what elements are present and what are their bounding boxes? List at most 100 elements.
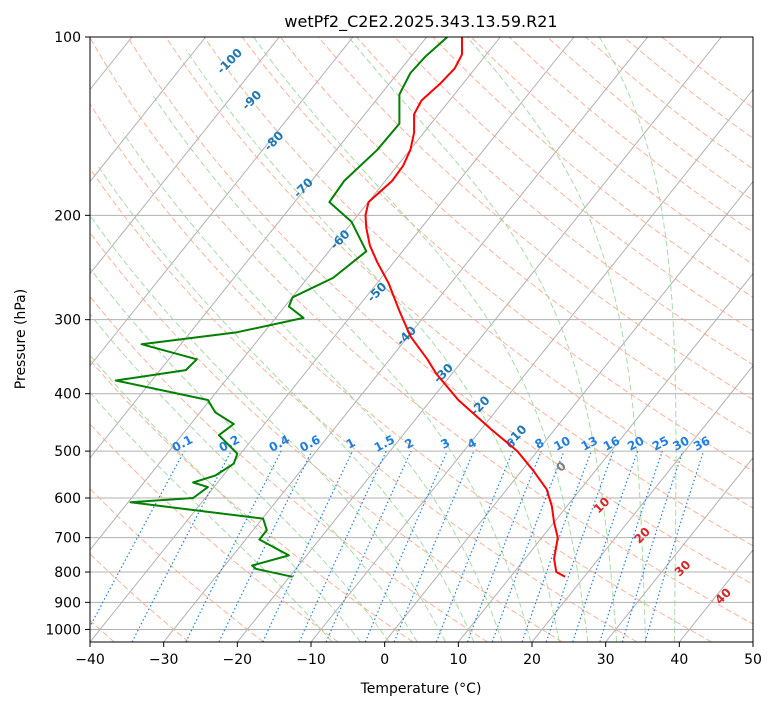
- dry-adiabat-line: [90, 553, 190, 642]
- isotherm-line: [0, 37, 58, 642]
- mixing-ratio-label: 20: [625, 433, 646, 453]
- mixing-ratio-label: 16: [601, 433, 622, 453]
- x-tick-label: 40: [670, 652, 688, 668]
- mixing-ratio-line: [572, 450, 639, 642]
- x-tick-label: −40: [75, 652, 105, 668]
- mixing-ratio-line: [393, 450, 475, 642]
- mixing-ratio-line: [325, 450, 412, 642]
- dewpoint-profile-line: [114, 37, 448, 578]
- plot-frame: [89, 36, 754, 643]
- dry-adiabat-line: [90, 487, 264, 642]
- background-lines-layer: [90, 37, 753, 642]
- mixing-ratio-label: 25: [650, 433, 671, 453]
- dry-adiabat-line: [203, 37, 753, 509]
- grid-layer: [0, 37, 753, 642]
- isotherm-line: [90, 37, 207, 183]
- dry-adiabat-line: [165, 37, 753, 547]
- mixing-ratio-line: [466, 450, 542, 642]
- isotherm-line: [90, 37, 280, 275]
- dry-adiabat-label: 40: [712, 585, 734, 607]
- x-tick-label: 20: [523, 652, 541, 668]
- isotherm-line: [90, 37, 501, 551]
- mixing-ratio-label: 2: [402, 435, 416, 451]
- isotherm-line: [163, 37, 649, 642]
- dry-adiabat-line: [90, 423, 339, 642]
- dry-adiabat-line: [318, 37, 753, 401]
- mixing-ratio-label: 10: [551, 433, 572, 453]
- y-axis-label: Pressure (hPa): [13, 289, 29, 389]
- moist-adiabat-line: [253, 37, 589, 642]
- mixing-ratio-label: 4: [465, 435, 479, 451]
- y-tick-label: 300: [54, 313, 81, 329]
- dry-adiabat-label: -70: [291, 175, 316, 200]
- dry-adiabat-line: [90, 37, 753, 625]
- moist-adiabat-line: [599, 37, 677, 642]
- x-tick-label: −10: [296, 652, 326, 668]
- isotherm-line: [310, 88, 753, 642]
- isotherm-line: [90, 37, 575, 642]
- dry-adiabat-line: [470, 37, 753, 266]
- mixing-ratio-label: 30: [670, 433, 691, 453]
- mixing-ratio-line: [364, 450, 448, 642]
- moist-adiabat-line: [348, 37, 618, 642]
- mixing-ratio-line: [185, 450, 282, 642]
- mixing-ratio-line: [644, 450, 705, 642]
- dry-adiabat-line: [432, 37, 753, 298]
- y-tick-label: 700: [54, 531, 81, 547]
- isotherm-line: [678, 549, 753, 642]
- mixing-ratio-line: [599, 450, 663, 642]
- moist-adiabat-line: [90, 267, 418, 642]
- mixing-ratio-label: 8: [532, 435, 546, 451]
- isotherm-line: [384, 180, 753, 642]
- dry-adiabat-line: [90, 231, 563, 642]
- moist-adiabat-line: [185, 49, 560, 642]
- chart-title: wetPf2_C2E2.2025.343.13.59.R21: [284, 12, 557, 32]
- x-tick-label: 30: [597, 652, 615, 668]
- y-tick-label: 200: [54, 208, 81, 224]
- y-tick-label: 500: [54, 444, 81, 460]
- dry-adiabat-label: 20: [631, 525, 653, 547]
- y-tick-label: 100: [54, 30, 81, 46]
- series-layer: [114, 37, 566, 578]
- mixing-ratio-line: [491, 450, 565, 642]
- mixing-ratio-line: [621, 450, 684, 642]
- moist-adiabat-line: [97, 165, 475, 642]
- dry-adiabat-line: [90, 167, 638, 642]
- dry-adiabat-line: [90, 359, 414, 642]
- y-tick-label: 400: [54, 387, 81, 403]
- dry-adiabat-line: [279, 37, 753, 436]
- isotherm-line: [531, 364, 753, 642]
- isotherm-line: [90, 37, 428, 459]
- dry-adiabat-line: [394, 37, 753, 332]
- mixing-ratio-line: [90, 450, 185, 628]
- moist-adiabat-line: [90, 214, 446, 642]
- isotherm-line: [236, 37, 722, 642]
- x-tick-label: −20: [223, 652, 253, 668]
- y-tick-label: 900: [54, 595, 81, 611]
- dry-adiabat-line: [547, 37, 753, 201]
- dry-adiabat-line: [585, 37, 753, 170]
- mixing-ratio-line: [262, 450, 354, 642]
- dry-adiabat-label: -80: [261, 128, 286, 153]
- mixing-ratio-line: [218, 450, 313, 642]
- axes-layer: −40 −30 −20 −10 0 10 20 30 40 50 100 200 300 400 500 60…: [45, 30, 762, 668]
- mixing-ratio-label: 36: [691, 433, 712, 453]
- moist-adiabat-line: [90, 313, 390, 642]
- dry-adiabat-line: [90, 295, 488, 642]
- y-tick-label: 800: [54, 565, 81, 581]
- x-tick-label: −30: [149, 652, 179, 668]
- dry-adiabat-label: -90: [239, 88, 264, 113]
- y-tick-label: 1000: [45, 622, 81, 638]
- mixing-ratio-line: [435, 450, 514, 642]
- mixing-ratio-line: [545, 450, 614, 642]
- dry-adiabat-label: -50: [364, 280, 389, 305]
- moist-adiabat-line: [151, 94, 532, 642]
- x-axis-label: Temperature (°C): [360, 681, 482, 697]
- mixing-ratio-label: 13: [579, 433, 600, 453]
- x-tick-label: 10: [449, 652, 467, 668]
- temperature-profile-line: [364, 37, 566, 578]
- dry-adiabat-line: [127, 37, 753, 586]
- x-tick-label: 0: [380, 652, 389, 668]
- isotherm-line: [90, 37, 354, 367]
